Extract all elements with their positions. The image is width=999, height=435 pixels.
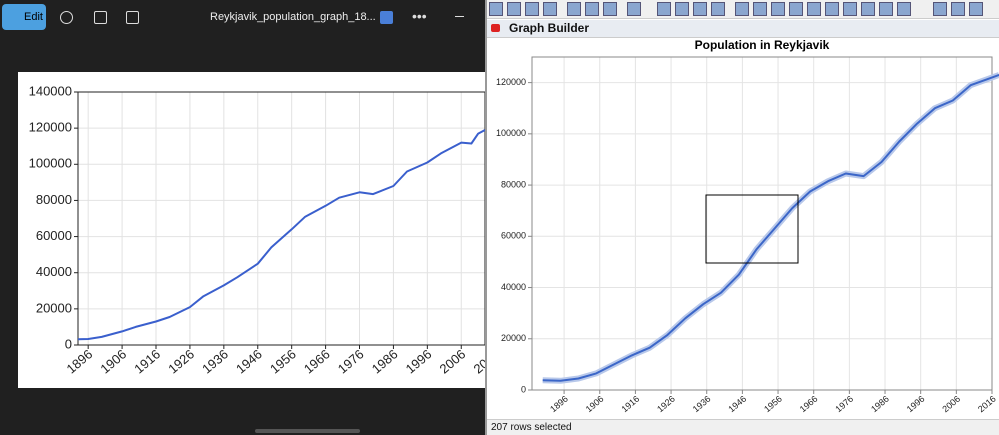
tool-icon[interactable] bbox=[489, 2, 503, 16]
line bbox=[542, 73, 999, 382]
panel-header[interactable]: Graph Builder bbox=[487, 20, 999, 38]
tool-icon[interactable] bbox=[543, 2, 557, 16]
status-text: 207 rows selected bbox=[491, 422, 572, 433]
plot-frame bbox=[77, 91, 486, 346]
y-tick-label: 40000 bbox=[501, 282, 526, 292]
tool-icon[interactable] bbox=[879, 2, 893, 16]
photo-viewer: Edit Reykjavik_population_graph_18... ••… bbox=[0, 0, 503, 435]
tool-icon[interactable] bbox=[603, 2, 617, 16]
tool-icon[interactable] bbox=[897, 2, 911, 16]
y-tick-label: 80000 bbox=[501, 179, 526, 189]
x-tick-label: 1926 bbox=[655, 394, 677, 415]
tool-icon[interactable] bbox=[711, 2, 725, 16]
scrollbar[interactable] bbox=[255, 429, 360, 433]
x-tick-label: 1946 bbox=[726, 394, 748, 415]
x-tick-label: 1926 bbox=[165, 346, 197, 376]
x-tick-label: 1916 bbox=[131, 346, 163, 376]
x-tick-label: 2016 bbox=[471, 346, 485, 376]
tool-icon[interactable] bbox=[627, 2, 641, 16]
tool-icon[interactable] bbox=[735, 2, 749, 16]
tool-icon[interactable] bbox=[933, 2, 947, 16]
file-name: Reykjavik_population_graph_18... bbox=[210, 11, 376, 23]
x-tick-label: 1966 bbox=[798, 394, 820, 415]
tool-icon[interactable] bbox=[951, 2, 965, 16]
edit-button[interactable]: Edit bbox=[2, 4, 46, 30]
y-tick-label: 100000 bbox=[29, 156, 72, 171]
x-tick-label: 1966 bbox=[301, 346, 333, 376]
x-tick-label: 1996 bbox=[403, 346, 435, 376]
line-band bbox=[542, 72, 999, 384]
chart: Population in Reykjavik 0 20000 40000 60000 8… bbox=[496, 38, 999, 415]
y-tick-label: 80000 bbox=[36, 192, 72, 207]
tool-icon[interactable] bbox=[771, 2, 785, 16]
rotate-icon[interactable] bbox=[60, 11, 73, 24]
tool-icon[interactable] bbox=[969, 2, 983, 16]
x-tick-label: 1916 bbox=[619, 394, 641, 415]
image: 0 20000 40000 60000 80000 100000 120000 140000 1… bbox=[18, 72, 503, 388]
y-tick-label: 120000 bbox=[496, 77, 526, 87]
delete-icon[interactable] bbox=[94, 11, 107, 24]
tool-icon[interactable] bbox=[843, 2, 857, 16]
x-tick-label: 2006 bbox=[940, 394, 962, 415]
x-tick-label: 1936 bbox=[199, 346, 231, 376]
toolbar bbox=[487, 0, 999, 19]
tool-icon[interactable] bbox=[525, 2, 539, 16]
x-tick-label: 1996 bbox=[905, 394, 927, 415]
chart: 0 20000 40000 60000 80000 100000 120000 140000 1… bbox=[29, 83, 503, 376]
tool-icon[interactable] bbox=[567, 2, 581, 16]
print-icon[interactable] bbox=[126, 11, 139, 24]
ai-icon[interactable] bbox=[380, 11, 393, 24]
y-tick-label: 100000 bbox=[496, 128, 526, 138]
tool-icon[interactable] bbox=[825, 2, 839, 16]
y-tick-label: 20000 bbox=[36, 300, 72, 315]
tool-icon[interactable] bbox=[675, 2, 689, 16]
x-tick-label: 1906 bbox=[584, 394, 606, 415]
x-tick-label: 1946 bbox=[233, 346, 265, 376]
tool-icon[interactable] bbox=[585, 2, 599, 16]
y-tick-label: 120000 bbox=[29, 120, 72, 135]
panel-title: Graph Builder bbox=[509, 21, 590, 35]
x-tick-label: 1956 bbox=[762, 394, 784, 415]
chart-title: Population in Reykjavik bbox=[695, 38, 830, 52]
x-tick-label: 1976 bbox=[833, 394, 855, 415]
x-tick-label: 2006 bbox=[437, 346, 469, 376]
y-tick-label: 40000 bbox=[36, 264, 72, 279]
x-tick-label: 1986 bbox=[369, 346, 401, 376]
minimize-icon[interactable] bbox=[455, 16, 464, 17]
y-tick-label: 0 bbox=[65, 336, 72, 351]
y-tick-label: 0 bbox=[521, 384, 526, 394]
tool-icon[interactable] bbox=[861, 2, 875, 16]
selection-box bbox=[705, 194, 799, 264]
x-tick-label: 1906 bbox=[97, 346, 129, 376]
graph-builder-window: Graph Builder Population in Reykjavik 0 20… bbox=[485, 0, 999, 435]
line bbox=[77, 129, 486, 341]
x-tick-label: 1986 bbox=[869, 394, 891, 415]
tool-icon[interactable] bbox=[693, 2, 707, 16]
y-tick-label: 20000 bbox=[501, 333, 526, 343]
x-tick-label: 2016 bbox=[976, 394, 998, 415]
tool-icon[interactable] bbox=[657, 2, 671, 16]
x-tick-label: 1976 bbox=[335, 346, 367, 376]
y-tick-label: 60000 bbox=[36, 228, 72, 243]
x-tick-label: 1896 bbox=[548, 394, 570, 415]
tool-icon[interactable] bbox=[807, 2, 821, 16]
tool-icon[interactable] bbox=[753, 2, 767, 16]
tool-icon[interactable] bbox=[507, 2, 521, 16]
plot-frame bbox=[531, 56, 993, 391]
x-tick-label: 1936 bbox=[691, 394, 713, 415]
more-icon[interactable]: ••• bbox=[412, 8, 427, 24]
tool-icon[interactable] bbox=[789, 2, 803, 16]
x-tick-label: 1956 bbox=[267, 346, 299, 376]
y-tick-label: 60000 bbox=[501, 231, 526, 241]
status-bar: 207 rows selected bbox=[487, 419, 999, 435]
y-tick-label: 140000 bbox=[29, 83, 72, 98]
